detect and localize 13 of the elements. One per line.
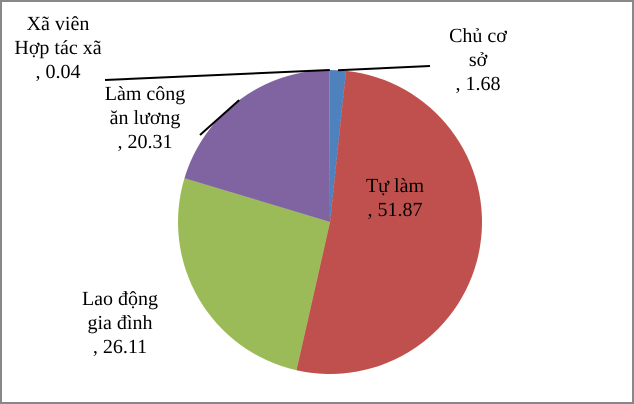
data-label: , 20.31 — [118, 131, 172, 153]
slice-label: Xã viên Hợp tác xã — [14, 13, 102, 59]
slice-label: Tự làm — [366, 175, 424, 197]
slice-label: Lao động gia đình — [82, 288, 158, 334]
pie-slice — [330, 70, 346, 222]
data-label: , 1.68 — [456, 73, 500, 95]
data-label: , 51.87 — [368, 199, 422, 221]
slice-label: Chủ cơ sở — [449, 25, 508, 71]
data-label: , 26.11 — [92, 336, 148, 358]
data-label: , 0.04 — [36, 61, 80, 83]
pie-slice — [178, 178, 330, 370]
pie-slice — [184, 70, 330, 222]
slice-label: Làm công ăn lương — [104, 83, 186, 129]
